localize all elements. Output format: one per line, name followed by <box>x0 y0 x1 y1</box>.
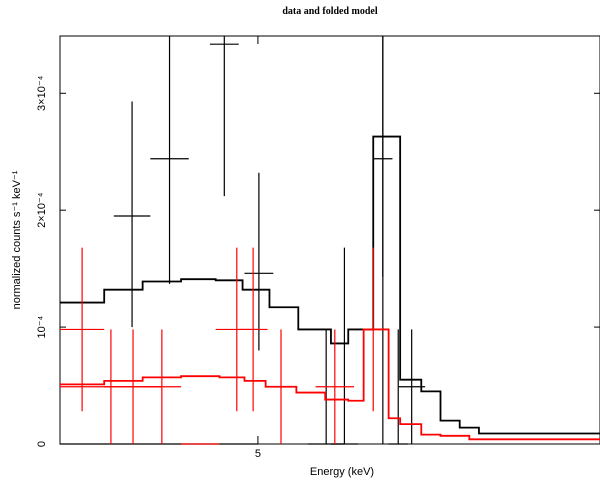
data-point <box>244 172 274 351</box>
y-axis-label: normalized counts s⁻¹ keV⁻¹ <box>11 170 23 309</box>
model-step-line <box>60 135 600 435</box>
series-layer <box>60 36 600 445</box>
y-axis-ticks: 0 10⁻⁴ 2×10⁻⁴ 3×10⁻⁴ <box>36 75 600 447</box>
model-step-line <box>60 328 600 441</box>
data-point <box>238 247 268 412</box>
data-point <box>209 36 239 197</box>
data-point <box>142 329 182 444</box>
x-axis-label: Energy (keV) <box>310 466 374 478</box>
data-point <box>373 36 393 444</box>
y-tick-label: 3×10⁻⁴ <box>36 75 48 111</box>
plot-frame <box>59 35 600 445</box>
data-point <box>330 247 358 445</box>
y-tick-label: 0 <box>36 441 48 447</box>
y-tick-label: 10⁻⁴ <box>36 315 48 338</box>
data-point <box>113 101 151 328</box>
y-tick-label: 2×10⁻⁴ <box>36 192 48 228</box>
chart-title: data and folded model <box>282 6 378 17</box>
x-axis-ticks: 5 <box>255 36 261 460</box>
data-point <box>150 36 189 284</box>
data-point <box>315 329 355 444</box>
x-tick-label: 5 <box>255 448 261 460</box>
